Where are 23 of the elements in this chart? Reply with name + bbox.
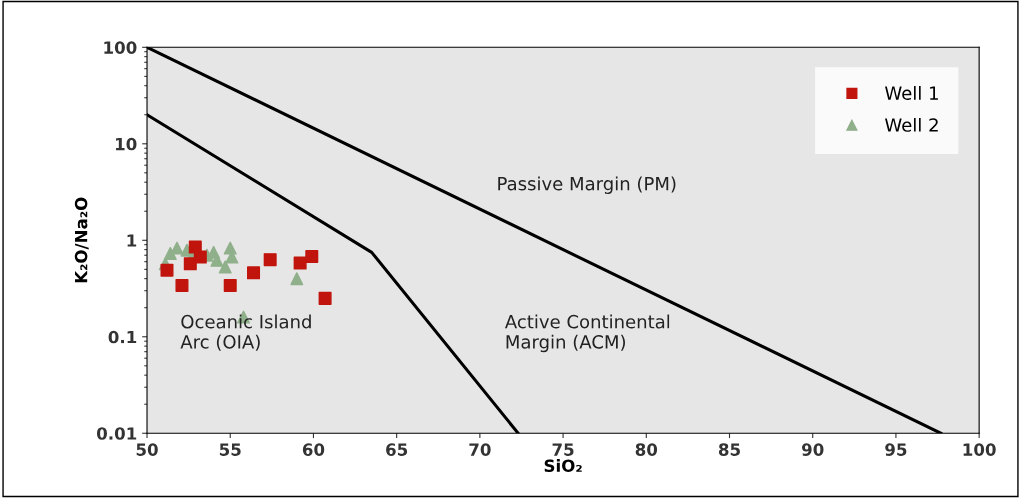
annotation: Passive Margin (PM) — [498, 176, 676, 194]
x-tick-label: 50 — [136, 443, 158, 456]
legend-label: Well 2 — [885, 117, 938, 132]
x-tick-label: 85 — [718, 443, 740, 456]
x-tick-label: 70 — [469, 443, 491, 456]
x-tick-label: 90 — [801, 443, 824, 456]
x-tick-label: 60 — [302, 443, 325, 456]
x-tick-label: 95 — [885, 443, 907, 456]
x-tick-label: 75 — [552, 443, 574, 456]
x-tick-label: 55 — [219, 443, 241, 456]
y-tick-label: 1 — [127, 234, 137, 247]
x-axis-title: SiO₂ — [544, 459, 582, 473]
x-tick-label: 100 — [963, 443, 996, 456]
y-tick-label: 0.01 — [96, 427, 137, 440]
y-tick-label: 10 — [115, 137, 137, 151]
y-tick-label: 0.1 — [108, 330, 137, 344]
legend-label: Well 1 — [885, 85, 938, 100]
x-tick-label: 65 — [386, 443, 408, 456]
y-tick-label: 100 — [104, 41, 137, 54]
annotation: Oceanic Island Arc (OIA) — [180, 314, 311, 351]
x-tick-label: 80 — [635, 443, 658, 456]
annotation: Active Continental Margin (ACM) — [504, 314, 670, 353]
y-axis-title: K₂O/Na₂O — [74, 197, 89, 283]
